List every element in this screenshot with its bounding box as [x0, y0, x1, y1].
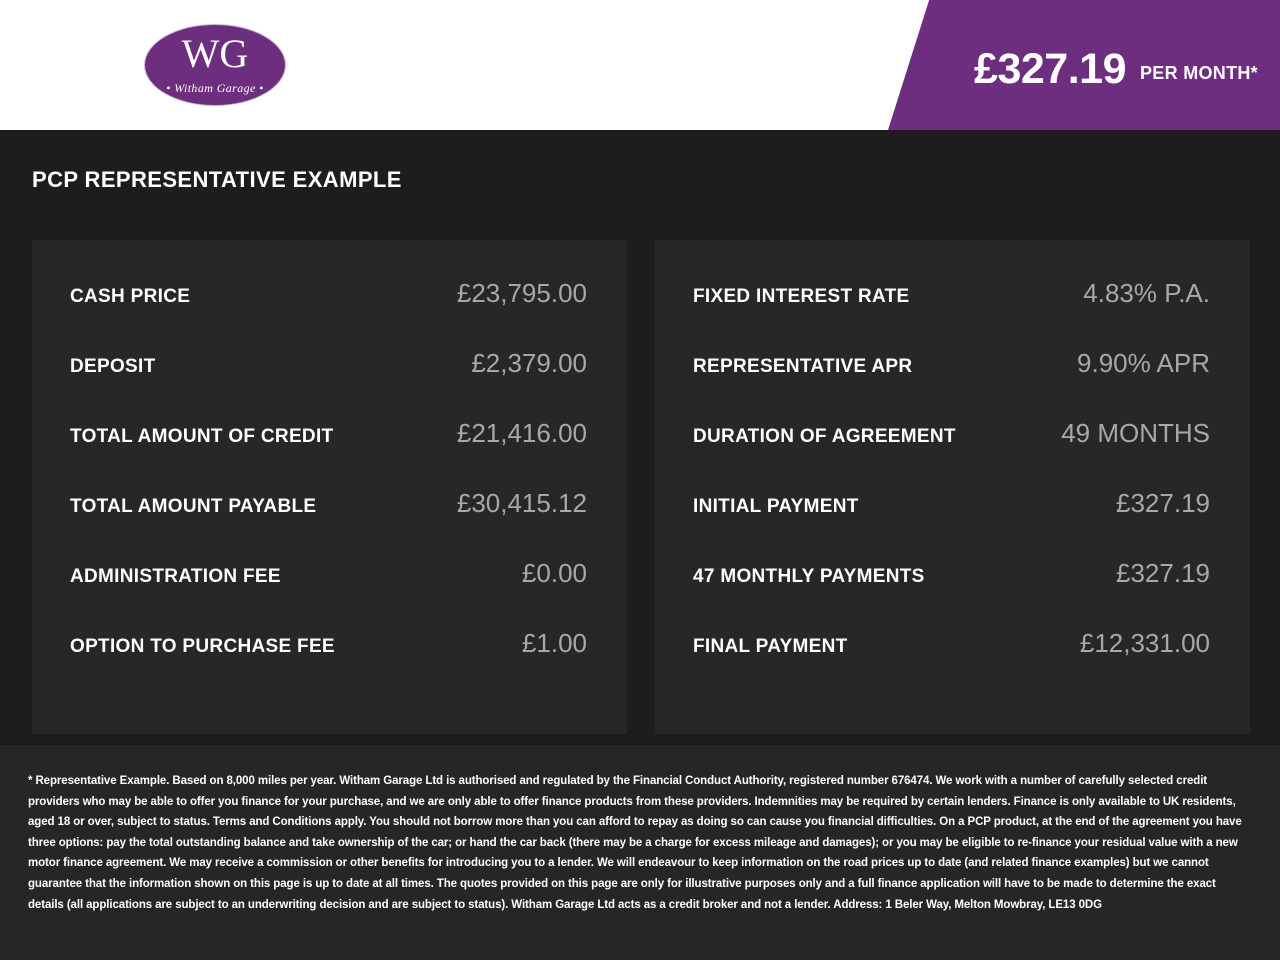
- table-row: 47 MONTHLY PAYMENTS £327.19: [693, 558, 1210, 628]
- row-value: 49 MONTHS: [1061, 418, 1210, 448]
- row-label: DURATION OF AGREEMENT: [693, 426, 956, 447]
- row-label: TOTAL AMOUNT PAYABLE: [70, 496, 317, 517]
- disclaimer-footer: * Representative Example. Based on 8,000…: [0, 745, 1280, 960]
- table-row: OPTION TO PURCHASE FEE £1.00: [70, 628, 587, 698]
- row-label: TOTAL AMOUNT OF CREDIT: [70, 426, 334, 447]
- row-value: 4.83% P.A.: [1083, 278, 1210, 308]
- main-content: PCP REPRESENTATIVE EXAMPLE CASH PRICE £2…: [0, 130, 1280, 745]
- row-value: £12,331.00: [1079, 628, 1210, 658]
- table-row: CASH PRICE £23,795.00: [70, 278, 587, 348]
- disclaimer-text: * Representative Example. Based on 8,000…: [28, 775, 1242, 911]
- table-row: DURATION OF AGREEMENT 49 MONTHS: [693, 418, 1210, 488]
- right-details-card: FIXED INTEREST RATE 4.83% P.A. REPRESENT…: [655, 240, 1250, 734]
- table-row: DEPOSIT £2,379.00: [70, 348, 587, 418]
- logo-tagline: • Witham Garage •: [166, 81, 264, 95]
- left-details-card: CASH PRICE £23,795.00 DEPOSIT £2,379.00 …: [32, 240, 627, 734]
- row-label: INITIAL PAYMENT: [693, 496, 859, 517]
- finance-details-cards: CASH PRICE £23,795.00 DEPOSIT £2,379.00 …: [32, 240, 1250, 734]
- row-label: ADMINISTRATION FEE: [70, 566, 281, 587]
- table-row: FINAL PAYMENT £12,331.00: [693, 628, 1210, 698]
- row-label: FINAL PAYMENT: [693, 636, 848, 657]
- row-label: REPRESENTATIVE APR: [693, 356, 913, 377]
- row-value: 9.90% APR: [1077, 348, 1210, 378]
- monthly-price-banner: [888, 0, 1280, 130]
- monthly-price-group: £327.19 PER MONTH*: [974, 0, 1258, 130]
- row-value: £21,416.00: [456, 418, 587, 448]
- table-row: INITIAL PAYMENT £327.19: [693, 488, 1210, 558]
- table-row: TOTAL AMOUNT OF CREDIT £21,416.00: [70, 418, 587, 488]
- monthly-price-amount: £327.19: [974, 44, 1126, 93]
- row-label: FIXED INTEREST RATE: [693, 286, 910, 307]
- page-header: WG • Witham Garage • £327.19 PER MONTH*: [0, 0, 1280, 130]
- table-row: ADMINISTRATION FEE £0.00: [70, 558, 587, 628]
- page-title: PCP REPRESENTATIVE EXAMPLE: [32, 167, 402, 192]
- row-label: DEPOSIT: [70, 356, 156, 377]
- witham-garage-logo[interactable]: WG • Witham Garage •: [145, 25, 285, 105]
- row-label: OPTION TO PURCHASE FEE: [70, 636, 335, 657]
- row-label: CASH PRICE: [70, 286, 191, 307]
- row-label: 47 MONTHLY PAYMENTS: [693, 566, 925, 587]
- table-row: FIXED INTEREST RATE 4.83% P.A.: [693, 278, 1210, 348]
- table-row: TOTAL AMOUNT PAYABLE £30,415.12: [70, 488, 587, 558]
- row-value: £23,795.00: [456, 278, 587, 308]
- monthly-price-unit: PER MONTH*: [1139, 62, 1258, 83]
- logo-ellipse-shape: [145, 25, 285, 105]
- logo-monogram: WG: [181, 31, 249, 76]
- row-value: £2,379.00: [471, 348, 587, 378]
- table-row: REPRESENTATIVE APR 9.90% APR: [693, 348, 1210, 418]
- row-value: £1.00: [521, 628, 587, 658]
- row-value: £0.00: [521, 558, 587, 588]
- row-value: £327.19: [1116, 558, 1210, 588]
- row-value: £30,415.12: [456, 488, 587, 518]
- row-value: £327.19: [1116, 488, 1210, 518]
